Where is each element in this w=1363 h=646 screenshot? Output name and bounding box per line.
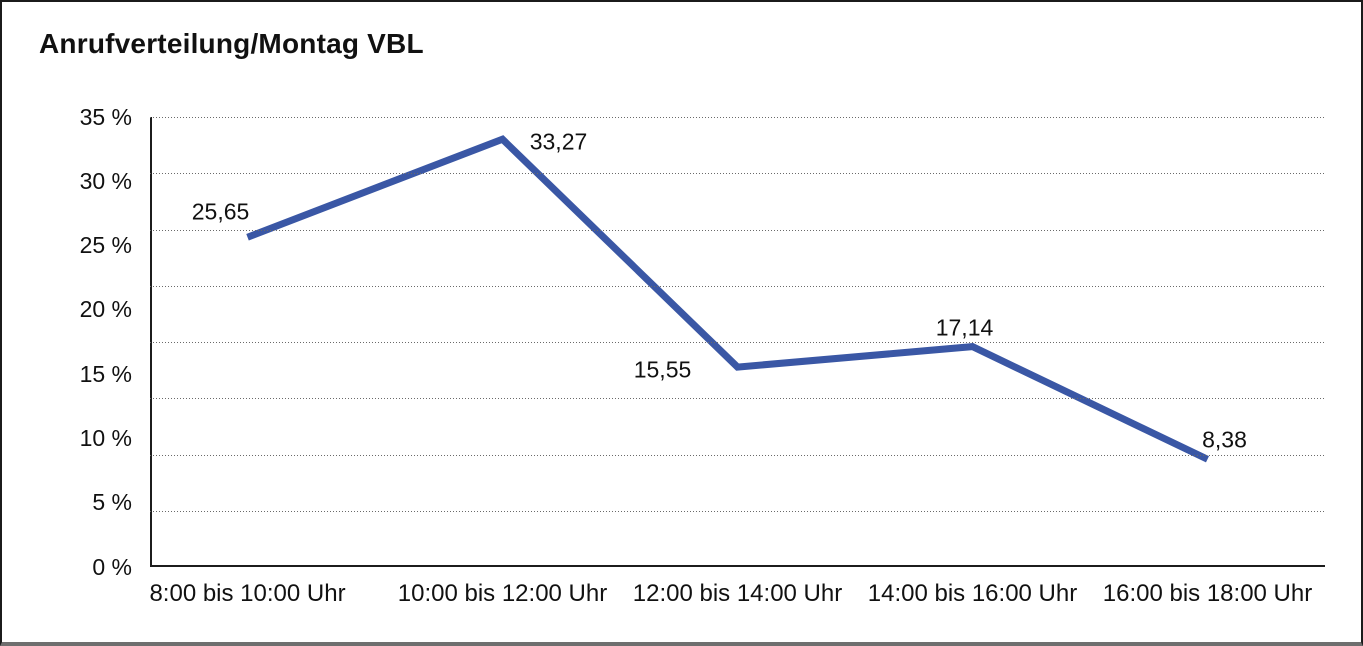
- y-axis-tick-label: 15 %: [79, 360, 132, 387]
- y-axis-tick-label: 35 %: [79, 103, 132, 130]
- gridline: [150, 454, 1325, 456]
- data-point-label: 17,14: [935, 314, 994, 341]
- gridline: [150, 117, 1325, 118]
- y-axis-tick-label: 30 %: [79, 167, 132, 194]
- gridline: [150, 342, 1325, 343]
- y-axis-tick-label: 25 %: [79, 232, 132, 259]
- gridline: [150, 229, 1325, 231]
- data-point-label: 33,27: [529, 128, 588, 155]
- x-axis-category-label: 8:00 bis 10:00 Uhr: [149, 580, 346, 607]
- x-axis-category-label: 12:00 bis 14:00 Uhr: [632, 580, 843, 607]
- chart-title: Anrufverteilung/Montag VBL: [39, 28, 424, 59]
- y-axis-tick-label: 5 %: [92, 489, 132, 516]
- data-point-label: 8,38: [1202, 426, 1247, 453]
- gridline: [150, 173, 1325, 175]
- y-axis-tick-label: 20 %: [79, 296, 132, 323]
- data-point-label: 25,65: [191, 198, 250, 225]
- y-axis-tick-labels: 35 % 30 % 25 % 20 % 15 % 10 % 5 % 0 %: [2, 105, 132, 578]
- gridline: [150, 510, 1325, 512]
- gridline: [150, 398, 1325, 400]
- x-axis-category-label: 14:00 bis 16:00 Uhr: [867, 580, 1078, 607]
- x-axis-line: [150, 565, 1325, 567]
- plot-area: 25,65 33,27 15,55 17,14 8,38 8:00 bis 10:00 U…: [149, 117, 1325, 607]
- x-axis-category-label: 10:00 bis 12:00 Uhr: [397, 580, 608, 607]
- y-axis-tick-label: 0 %: [92, 553, 132, 580]
- y-axis-tick-label: 10 %: [79, 424, 132, 451]
- data-point-label: 15,55: [633, 356, 692, 383]
- x-axis-category-label: 16:00 bis 18:00 Uhr: [1102, 580, 1313, 607]
- data-line: [246, 135, 1210, 463]
- data-line-layer: [246, 135, 1210, 463]
- gridline: [150, 285, 1325, 287]
